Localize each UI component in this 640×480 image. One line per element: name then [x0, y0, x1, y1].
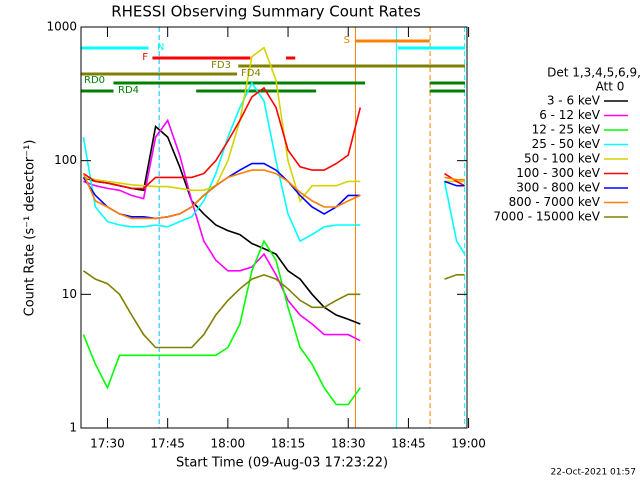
x-tick-label: 18:15 — [271, 437, 306, 451]
x-tick-label: 17:45 — [150, 437, 185, 451]
series-line — [82, 169, 465, 220]
flag-label: S — [344, 35, 350, 46]
series-line — [82, 270, 465, 349]
x-axis-label: Start Time (09-Aug-03 17:23:22) — [176, 456, 388, 471]
series-line — [83, 118, 361, 342]
x-tick-label: 18:45 — [391, 437, 426, 451]
legend-label: 25 - 50 keV — [532, 137, 601, 151]
series-line — [83, 46, 465, 203]
series-line — [82, 86, 465, 190]
y-tick-label: 100 — [54, 153, 77, 167]
legend-label: 7000 - 15000 keV — [493, 210, 600, 224]
y-axis-label: Count Rate (s⁻¹ detector⁻¹) — [23, 140, 38, 317]
flag-label: RD4 — [118, 85, 139, 96]
y-tick-label: 10 — [62, 287, 77, 301]
legend-label: 3 - 6 keV — [547, 94, 601, 108]
y-tick-label: 1000 — [46, 20, 77, 34]
plot-frame — [80, 26, 468, 429]
series-line — [82, 81, 466, 255]
series-line — [82, 162, 465, 220]
flag-label: F — [142, 52, 148, 63]
flag-label: N — [157, 42, 164, 53]
footer: 22-Oct-2021 01:57 — [551, 468, 636, 478]
axes — [80, 26, 470, 429]
legend-label: 300 - 800 keV — [516, 181, 600, 195]
x-tick-label: 18:00 — [211, 437, 246, 451]
flag-label: FD3 — [211, 60, 231, 71]
series-line — [82, 239, 361, 406]
x-tick-label: 18:30 — [331, 437, 366, 451]
legend-label: 12 - 25 keV — [532, 123, 601, 137]
legend-title: Att 0 — [596, 80, 625, 94]
y-tick-label: 1 — [69, 421, 77, 435]
legend-label: 50 - 100 keV — [524, 152, 601, 166]
flag-label: RD0 — [84, 75, 105, 86]
legend-label: 100 - 300 keV — [516, 166, 600, 180]
legend-title: Det 1,3,4,5,6,9, — [547, 66, 640, 80]
legend-label: 6 - 12 keV — [539, 108, 601, 122]
plot-area — [81, 27, 466, 428]
legend-label: 800 - 7000 keV — [509, 195, 601, 209]
x-tick-label: 19:00 — [451, 437, 486, 451]
flag-label: FD4 — [241, 68, 261, 79]
chart-title: RHESSI Observing Summary Count Rates — [111, 3, 421, 21]
x-tick-label: 17:30 — [90, 437, 125, 451]
